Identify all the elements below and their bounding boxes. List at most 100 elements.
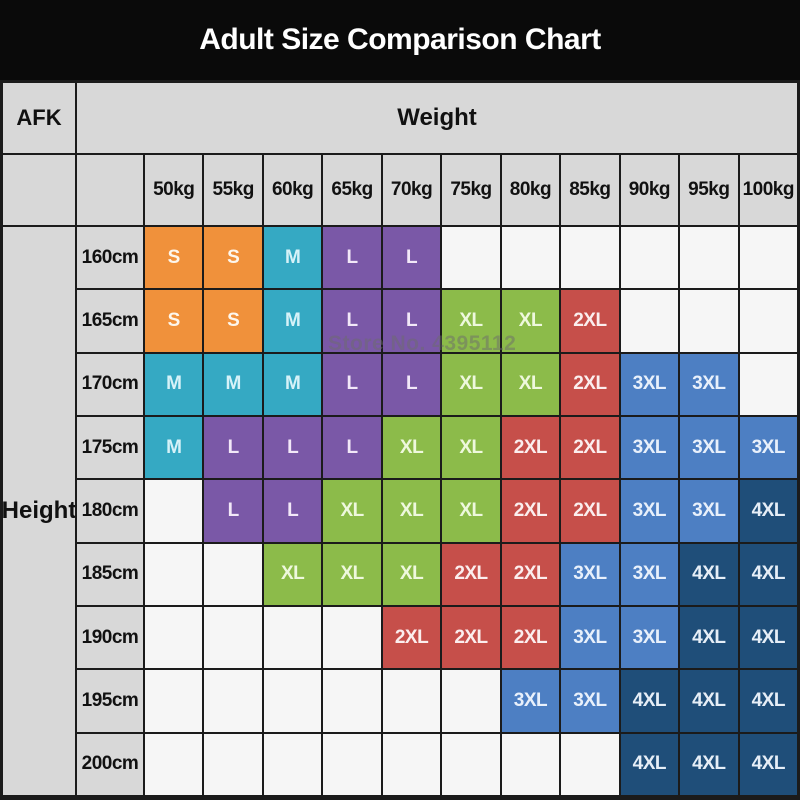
size-cell-175cm-90kg: 3XL [620, 416, 679, 479]
row-label-180cm: 180cm [77, 480, 143, 542]
empty-cell-160cm-90kg [620, 227, 679, 289]
size-cell-170cm-75kg: XL [442, 353, 500, 415]
row-label-195cm: 195cm [77, 670, 143, 732]
size-cell-185cm-70kg: XL [382, 543, 441, 605]
size-cell-185cm-85kg: 3XL [561, 543, 619, 605]
size-cell-170cm-70kg: L [382, 353, 441, 415]
corner-blank-cell [3, 155, 75, 225]
size-grid: AFK Weight 50kg 55kg 60kg 65kg 70kg 75kg 80kg 8… [0, 80, 800, 800]
size-cell-180cm-85kg: 2XL [561, 480, 619, 542]
size-cell-185cm-75kg: 2XL [442, 543, 500, 605]
empty-cell-195cm-55kg [204, 670, 262, 732]
kg-header-55kg: 55kg [204, 155, 262, 225]
size-cell-175cm-55kg: L [204, 416, 262, 479]
size-cell-175cm-100kg: 3XL [739, 416, 797, 479]
size-cell-170cm-90kg: 3XL [620, 353, 679, 415]
size-cell-175cm-70kg: XL [382, 416, 441, 479]
empty-cell-180cm-50kg [145, 480, 203, 542]
size-cell-180cm-55kg: L [204, 480, 262, 542]
kg-header-65kg: 65kg [323, 155, 381, 225]
empty-cell-195cm-70kg [382, 670, 441, 732]
empty-cell-160cm-100kg [739, 227, 797, 289]
size-cell-160cm-70kg: L [382, 227, 441, 289]
size-cell-165cm-80kg: XL [501, 290, 560, 352]
empty-cell-190cm-55kg [204, 606, 262, 669]
size-cell-180cm-75kg: XL [442, 480, 500, 542]
size-cell-175cm-65kg: L [323, 416, 381, 479]
size-cell-190cm-85kg: 3XL [561, 606, 619, 669]
empty-cell-200cm-55kg [204, 733, 262, 795]
empty-cell-185cm-50kg [145, 543, 203, 605]
kg-header-90kg: 90kg [620, 155, 679, 225]
kg-header-95kg: 95kg [680, 155, 738, 225]
kg-header-50kg: 50kg [145, 155, 203, 225]
empty-cell-200cm-65kg [323, 733, 381, 795]
size-cell-160cm-55kg: S [204, 227, 262, 289]
size-cell-190cm-100kg: 4XL [739, 606, 797, 669]
size-cell-190cm-70kg: 2XL [382, 606, 441, 669]
size-cell-165cm-85kg: 2XL [561, 290, 619, 352]
empty-cell-200cm-70kg [382, 733, 441, 795]
row-label-160cm: 160cm [77, 227, 143, 289]
kg-header-75kg: 75kg [442, 155, 500, 225]
kg-header-85kg: 85kg [561, 155, 619, 225]
size-cell-195cm-80kg: 3XL [501, 670, 560, 732]
title-bar: Adult Size Comparison Chart [0, 0, 800, 80]
size-cell-195cm-90kg: 4XL [620, 670, 679, 732]
kg-header-80kg: 80kg [501, 155, 560, 225]
size-cell-200cm-95kg: 4XL [680, 733, 738, 795]
weight-header: Weight [77, 83, 797, 153]
empty-cell-160cm-75kg [442, 227, 500, 289]
empty-cell-190cm-50kg [145, 606, 203, 669]
size-cell-175cm-50kg: M [145, 416, 203, 479]
size-cell-170cm-50kg: M [145, 353, 203, 415]
empty-cell-165cm-90kg [620, 290, 679, 352]
label-blank-cell [77, 155, 143, 225]
empty-cell-195cm-75kg [442, 670, 500, 732]
row-label-190cm: 190cm [77, 606, 143, 669]
empty-cell-185cm-55kg [204, 543, 262, 605]
row-label-165cm: 165cm [77, 290, 143, 352]
empty-cell-190cm-65kg [323, 606, 381, 669]
empty-cell-200cm-50kg [145, 733, 203, 795]
size-cell-190cm-95kg: 4XL [680, 606, 738, 669]
corner-label: AFK [3, 83, 75, 153]
size-cell-180cm-60kg: L [263, 480, 322, 542]
row-label-200cm: 200cm [77, 733, 143, 795]
size-cell-170cm-60kg: M [263, 353, 322, 415]
size-cell-200cm-100kg: 4XL [739, 733, 797, 795]
height-header: Height [3, 227, 75, 795]
size-cell-175cm-60kg: L [263, 416, 322, 479]
size-cell-185cm-60kg: XL [263, 543, 322, 605]
size-cell-165cm-55kg: S [204, 290, 262, 352]
empty-cell-165cm-100kg [739, 290, 797, 352]
size-cell-180cm-90kg: 3XL [620, 480, 679, 542]
kg-header-60kg: 60kg [263, 155, 322, 225]
size-cell-170cm-55kg: M [204, 353, 262, 415]
size-cell-195cm-95kg: 4XL [680, 670, 738, 732]
size-cell-160cm-65kg: L [323, 227, 381, 289]
size-cell-170cm-95kg: 3XL [680, 353, 738, 415]
size-cell-190cm-90kg: 3XL [620, 606, 679, 669]
size-cell-165cm-70kg: L [382, 290, 441, 352]
size-cell-185cm-65kg: XL [323, 543, 381, 605]
size-cell-170cm-85kg: 2XL [561, 353, 619, 415]
empty-cell-195cm-60kg [263, 670, 322, 732]
empty-cell-160cm-85kg [561, 227, 619, 289]
size-cell-195cm-85kg: 3XL [561, 670, 619, 732]
size-cell-170cm-80kg: XL [501, 353, 560, 415]
chart-title: Adult Size Comparison Chart [199, 23, 601, 56]
size-cell-185cm-95kg: 4XL [680, 543, 738, 605]
size-cell-175cm-85kg: 2XL [561, 416, 619, 479]
kg-header-100kg: 100kg [739, 155, 797, 225]
empty-cell-190cm-60kg [263, 606, 322, 669]
empty-cell-160cm-95kg [680, 227, 738, 289]
size-cell-180cm-70kg: XL [382, 480, 441, 542]
empty-cell-195cm-65kg [323, 670, 381, 732]
row-label-185cm: 185cm [77, 543, 143, 605]
empty-cell-170cm-100kg [739, 353, 797, 415]
size-cell-165cm-65kg: L [323, 290, 381, 352]
size-cell-160cm-60kg: M [263, 227, 322, 289]
empty-cell-200cm-60kg [263, 733, 322, 795]
